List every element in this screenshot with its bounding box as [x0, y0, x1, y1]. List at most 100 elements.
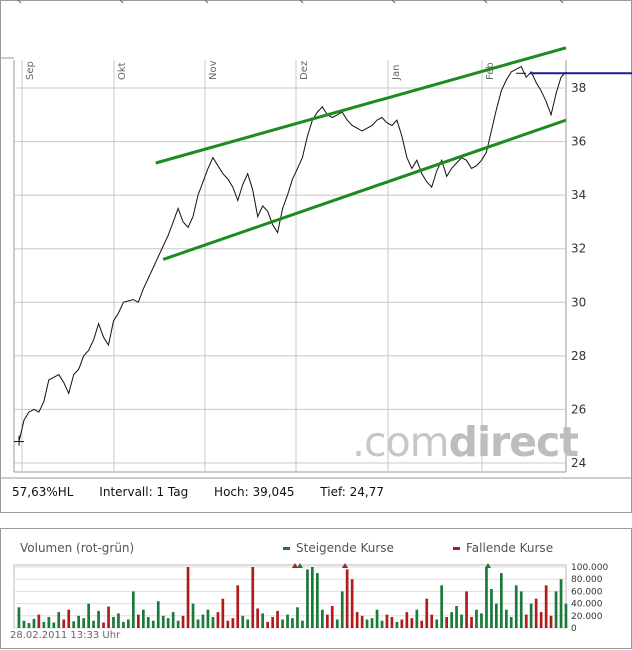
vol-y-label-1: 80.000: [571, 575, 603, 585]
volume-bar: [375, 609, 379, 628]
volume-bar: [400, 619, 404, 628]
volume-bar: [286, 614, 289, 628]
volume-bar: [509, 617, 513, 628]
top-tick-6: [559, 0, 564, 4]
volume-bar: [465, 591, 468, 628]
price-line: [14, 65, 567, 446]
volume-bar: [335, 619, 339, 628]
volume-bar: [92, 620, 95, 628]
volume-bar: [316, 573, 319, 628]
volume-bar: [291, 618, 294, 628]
volume-bar: [534, 598, 538, 628]
volume-bar: [201, 614, 205, 628]
volume-bar: [251, 567, 255, 628]
vol-y-label-2: 60.000: [571, 587, 603, 597]
stat-high: Hoch: 39,045: [214, 485, 295, 499]
overflow-arrow-1: [297, 563, 303, 568]
volume-bar: [72, 621, 75, 628]
volume-frame: [0, 528, 632, 649]
volume-bar: [500, 573, 503, 628]
volume-bar: [107, 606, 110, 628]
legend-falling-label: Fallende Kurse: [466, 541, 554, 555]
volume-bar: [271, 617, 274, 628]
volume-bar: [564, 603, 568, 628]
volume-bar: [137, 614, 140, 628]
stats-bar: 57,63%HL Intervall: 1 Tag Hoch: 39,045 T…: [12, 485, 406, 499]
volume-bar: [480, 613, 483, 628]
volume-bar: [142, 609, 145, 628]
volume-bar: [390, 617, 394, 628]
volume-bar: [445, 617, 448, 628]
volume-bar: [330, 606, 334, 628]
volume-bar: [355, 612, 359, 628]
volume-bar: [460, 614, 463, 628]
volume-bar: [415, 609, 419, 628]
volume-bar: [380, 620, 384, 628]
y-label-36: 36: [571, 135, 586, 149]
legend-rising: Steigende Kurse: [283, 541, 394, 555]
volume-bar: [236, 585, 240, 628]
stat-interval: Intervall: 1 Tag: [99, 485, 189, 499]
y-label-26: 26: [571, 402, 586, 416]
timestamp: 28.02.2011 13:33 Uhr: [10, 630, 121, 641]
volume-bar: [430, 614, 434, 628]
volume-bar: [186, 567, 190, 628]
volume-bar: [256, 608, 259, 628]
volume-bar: [514, 585, 518, 628]
volume-bar: [132, 591, 135, 628]
volume-bar: [385, 614, 389, 628]
volume-bar: [196, 619, 200, 628]
y-axis-labels: 24 26 28 30 32 34 36 38: [571, 81, 586, 470]
volume-bar: [241, 615, 245, 628]
volume-bar: [405, 612, 409, 628]
watermark-bold: direct: [448, 418, 579, 466]
volume-bar: [82, 618, 85, 628]
chart-frame: [0, 0, 632, 513]
volume-bar: [216, 612, 220, 628]
trend-line-0: [155, 46, 567, 165]
y-label-28: 28: [571, 349, 586, 363]
volume-bar: [301, 620, 304, 628]
top-tick-3: [299, 0, 304, 4]
volume-bar: [350, 579, 354, 628]
volume-bar: [559, 579, 563, 628]
x-label-feb: Feb: [485, 62, 496, 80]
overflow-arrow-0: [292, 563, 298, 568]
legend-rising-label: Steigende Kurse: [296, 541, 394, 555]
volume-bar: [191, 603, 195, 628]
volume-bar: [281, 619, 284, 628]
trend-lines: [155, 46, 632, 261]
rising-swatch: [283, 547, 290, 550]
comdirect-watermark: .comdirect: [352, 418, 579, 466]
top-tick-2: [204, 0, 209, 4]
volume-bar: [326, 614, 329, 628]
stat-hl: 57,63%HL: [12, 485, 74, 499]
volume-bar: [146, 617, 150, 628]
volume-bar: [306, 569, 309, 628]
volume-bar: [52, 622, 56, 628]
volume-bar: [425, 598, 429, 628]
volume-bar: [276, 610, 279, 628]
vol-y-label-3: 40.000: [571, 600, 603, 610]
volume-bar: [549, 615, 553, 628]
volume-bar: [97, 610, 100, 628]
volume-bar: [544, 585, 548, 628]
volume-bar: [311, 567, 314, 628]
volume-bar: [365, 619, 369, 628]
volume-bar: [440, 585, 443, 628]
volume-bar: [181, 615, 185, 628]
volume-bar: [151, 620, 155, 628]
volume-bar: [435, 619, 439, 628]
top-tick-0: [17, 0, 22, 4]
volume-bar: [221, 598, 225, 628]
volume-bar: [455, 606, 458, 628]
volume-bar: [321, 609, 324, 628]
volume-bar: [261, 613, 264, 628]
x-label-dez: Dez: [299, 61, 310, 80]
y-label-38: 38: [571, 81, 586, 95]
x-label-okt: Okt: [117, 62, 128, 80]
volume-y-labels: 100.000 80.000 60.000 40.000 20.000 0: [571, 563, 608, 634]
vol-y-label-4: 20.000: [571, 612, 603, 622]
volume-bar: [47, 617, 51, 628]
volume-plot-border: [13, 564, 567, 629]
